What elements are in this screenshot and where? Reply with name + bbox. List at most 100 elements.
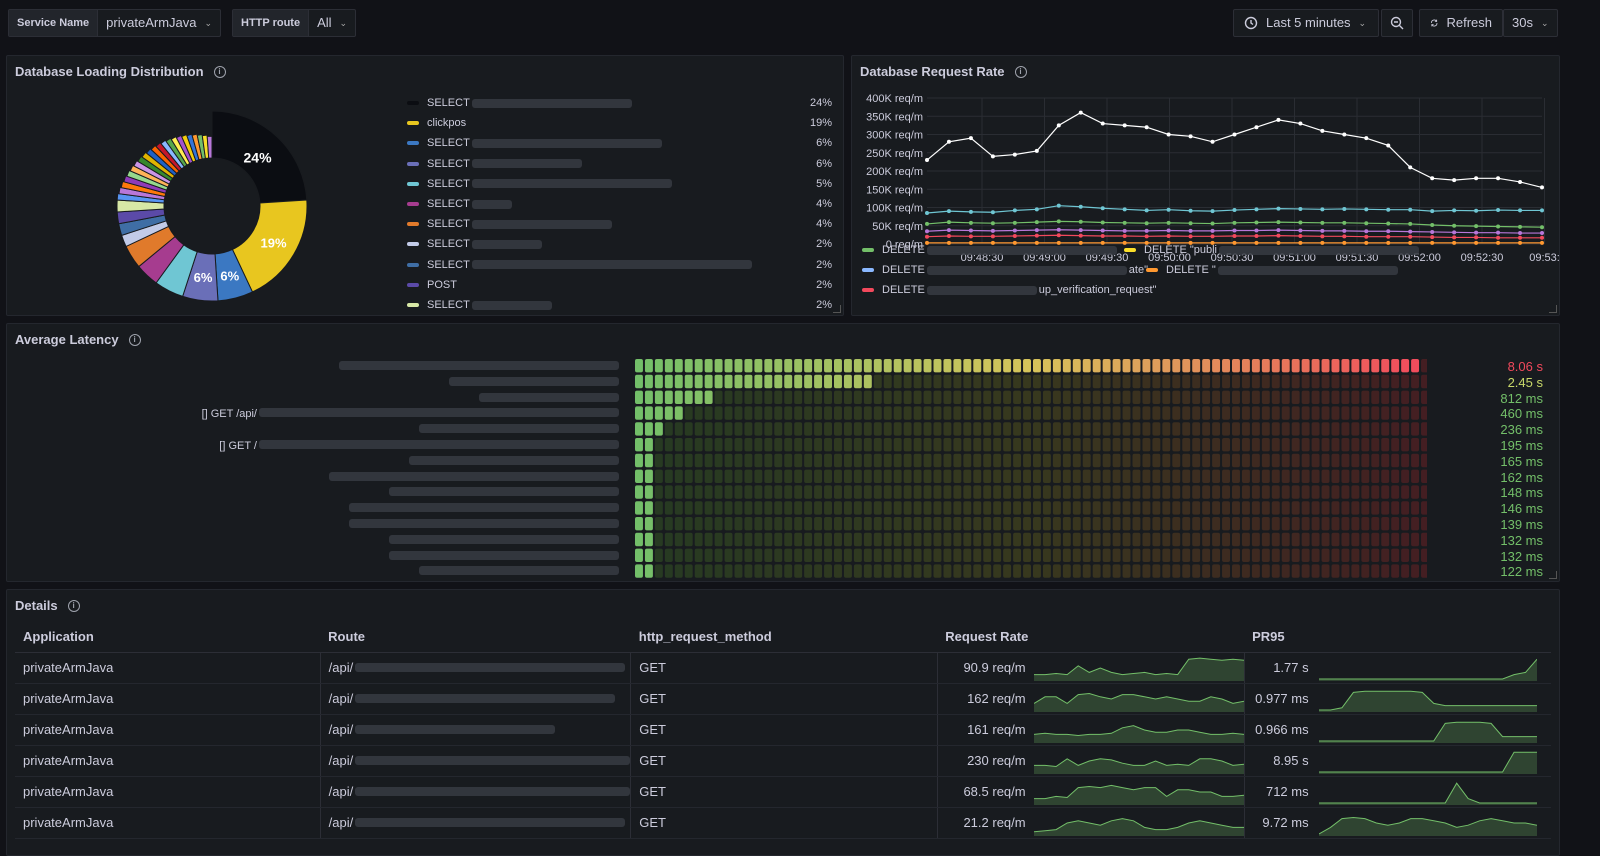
http-route-variable[interactable]: HTTP route All ⌄ (232, 9, 357, 37)
redacted-text (355, 787, 631, 796)
legend-item[interactable]: clickpos 19% (407, 114, 832, 132)
panel-header: Details i (15, 598, 80, 613)
legend-item[interactable]: DELETE "publi (1124, 242, 1421, 258)
gauge-cell (1241, 517, 1250, 531)
legend-item[interactable]: SELECT 2% (407, 235, 832, 253)
table-row[interactable]: privateArmJava/api/GET 162 req/m 0.977 ms (15, 683, 1551, 715)
refresh-button[interactable]: Refresh (1419, 9, 1503, 37)
gauge-cell (764, 438, 773, 452)
legend-item[interactable]: SELECT 2% (407, 296, 832, 314)
gauge-cell (923, 548, 932, 562)
donut-slice[interactable] (211, 110, 308, 204)
gauge-cell (893, 564, 902, 578)
service-name-variable[interactable]: Service Name privateArmJava ⌄ (8, 9, 222, 37)
legend-item[interactable]: SELECT 2% (407, 256, 832, 274)
gauge-cell (943, 501, 952, 515)
column-header-request-rate[interactable]: Request Rate (937, 622, 1245, 653)
data-point (1386, 143, 1391, 148)
legend-item[interactable]: DELETE ate" (862, 262, 1148, 278)
legend-item[interactable]: DELETE (862, 242, 1119, 258)
gauge-cell (903, 517, 912, 531)
service-name-select[interactable]: privateArmJava ⌄ (98, 10, 220, 36)
gauge-cell (1072, 422, 1081, 436)
legend-item[interactable]: DELETE up_verification_request" (862, 282, 1156, 298)
cell-method: GET (630, 776, 938, 808)
gauge-cell (1092, 469, 1101, 483)
donut-slice[interactable] (206, 135, 213, 159)
gauge-cell (1361, 564, 1370, 578)
gauge-cell (704, 548, 713, 562)
gauge-cell (1361, 532, 1370, 547)
info-icon[interactable]: i (128, 333, 141, 346)
zoom-out-button[interactable] (1381, 9, 1413, 37)
redacted-text (471, 159, 582, 169)
table-row[interactable]: privateArmJava/api/GET 68.5 req/m 712 ms (15, 776, 1551, 808)
resize-handle[interactable] (833, 305, 841, 313)
data-point (1364, 229, 1369, 234)
gauge-cell (754, 548, 763, 562)
http-route-select[interactable]: All ⌄ (309, 10, 355, 36)
gauge-cell (893, 517, 902, 531)
legend-item[interactable]: SELECT 6% (407, 155, 832, 173)
table-row[interactable]: privateArmJava/api/GET 230 req/m 8.95 s (15, 745, 1551, 777)
table-row[interactable]: privateArmJava/api/GET 161 req/m 0.966 ms (15, 714, 1551, 746)
sparkline (1318, 658, 1537, 681)
info-icon[interactable]: i (213, 65, 226, 78)
route-prefix: /api/ (328, 691, 354, 706)
gauge-cell (774, 453, 783, 468)
column-header-application[interactable]: Application (15, 622, 321, 653)
time-range-picker[interactable]: Last 5 minutes ⌄ (1233, 9, 1379, 37)
series-line[interactable] (926, 111, 1543, 189)
gauge-cell (1122, 485, 1131, 499)
gauge-cell (1023, 564, 1031, 578)
sparkline (1318, 721, 1537, 743)
data-point (1364, 234, 1369, 239)
gauge-cell (714, 406, 723, 420)
legend-item[interactable]: SELECT 24% (407, 94, 832, 112)
legend-item[interactable]: SELECT 6% (407, 134, 832, 152)
gauge-cell (1162, 469, 1171, 483)
gauge-cell (1132, 438, 1141, 452)
gauge-cell (993, 374, 1002, 389)
sparkline-area (1318, 721, 1537, 743)
data-point (1408, 165, 1413, 170)
table-row[interactable]: privateArmJava/api/GET 21.2 req/m 9.72 ms (15, 807, 1551, 839)
gauge-cell (1301, 501, 1310, 515)
gauge-cell (1311, 469, 1320, 483)
gauge-cell (1112, 517, 1121, 531)
sparkline-line (1318, 721, 1537, 741)
info-icon[interactable]: i (1014, 65, 1027, 78)
resize-handle[interactable] (1549, 571, 1557, 579)
refresh-interval-picker[interactable]: 30s ⌄ (1503, 9, 1558, 37)
column-header-pr95[interactable]: PR95 (1244, 622, 1551, 653)
gauge-cell (933, 501, 942, 515)
gauge-cell (754, 374, 763, 389)
gauge-cell (1301, 517, 1310, 531)
data-point (925, 234, 929, 239)
column-header-method[interactable]: http_request_method (630, 622, 938, 653)
legend-item[interactable]: POST 2% (407, 276, 832, 294)
redacted-text (926, 245, 1117, 255)
gauge-cell (1142, 517, 1151, 531)
gauge-cell (853, 532, 862, 547)
gauge-cell (654, 469, 663, 483)
legend-item[interactable]: SELECT 4% (407, 215, 832, 233)
gauge-cell (1042, 517, 1051, 531)
gauge-cell (1212, 359, 1221, 373)
legend-item[interactable]: DELETE " (1146, 262, 1400, 278)
gauge-cell (1391, 438, 1400, 452)
sparkline-area (1318, 817, 1537, 836)
data-point (1408, 234, 1413, 239)
data-point (1188, 134, 1193, 139)
info-icon[interactable]: i (67, 599, 80, 612)
gauge-cell (1232, 501, 1240, 515)
legend-item[interactable]: SELECT 5% (407, 175, 832, 193)
resize-handle[interactable] (1549, 305, 1557, 313)
gauge-cell (1033, 517, 1041, 531)
table-row[interactable]: privateArmJava/api/GET 90.9 req/m 1.77 s (15, 652, 1551, 684)
data-point (1166, 233, 1171, 238)
column-header-route[interactable]: Route (320, 622, 631, 653)
gauge-cell (1092, 564, 1101, 578)
legend-item[interactable]: SELECT 4% (407, 195, 832, 213)
legend-swatch (407, 282, 419, 287)
